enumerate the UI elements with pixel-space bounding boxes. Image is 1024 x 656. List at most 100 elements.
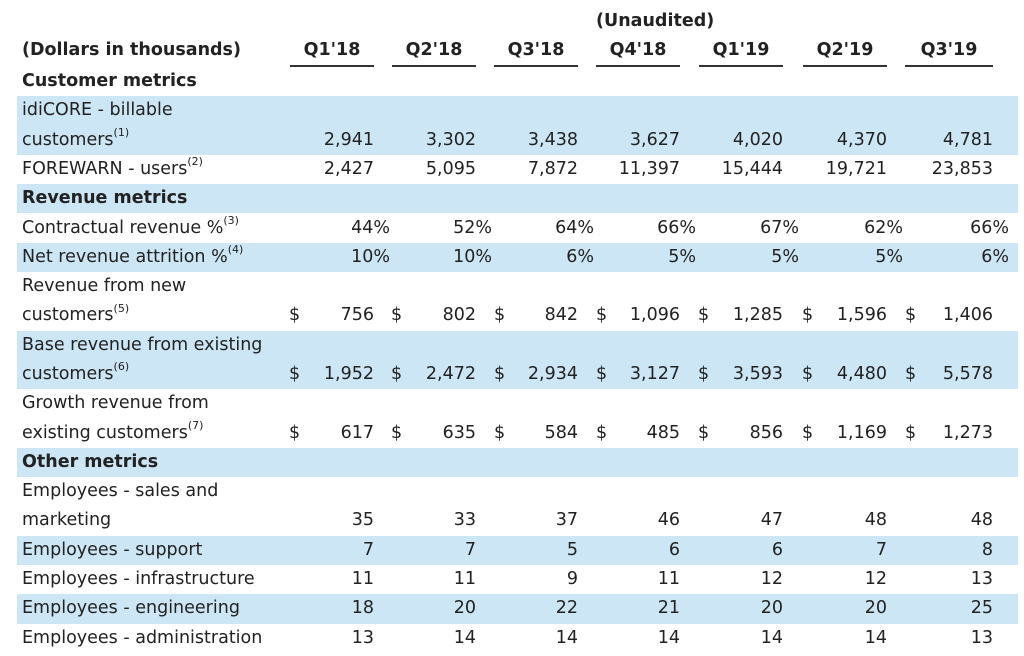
table-row: idiCORE - billable customers(1) 2,941 3,302… bbox=[17, 96, 1018, 155]
row-label: FOREWARN - users(2) bbox=[22, 155, 203, 179]
value-cell: 2,934 bbox=[527, 363, 578, 384]
currency-symbol: $ bbox=[596, 305, 608, 326]
table-row: FOREWARN - users(2) 2,427 5,095 7,872 11,397… bbox=[17, 155, 1018, 184]
value-cell: 5 bbox=[566, 539, 578, 560]
table-row: Revenue from new customers(5) $756 $802 $842… bbox=[17, 272, 1018, 331]
value-cell: 1,406 bbox=[942, 305, 993, 326]
value-cell: 1,096 bbox=[629, 305, 680, 326]
value-cell: 5,095 bbox=[425, 158, 476, 179]
footnote-marker: (4) bbox=[227, 242, 244, 256]
value-cell: 14 bbox=[555, 627, 578, 648]
table-row: Net revenue attrition %(4) 10% 10% 6% 5% 5% 5%… bbox=[17, 242, 1018, 273]
quarter-header: Q2'18 bbox=[405, 40, 463, 60]
value-cell: 1,273 bbox=[942, 422, 993, 443]
row-label: customers(6) bbox=[22, 360, 130, 384]
value-cell: 5% bbox=[668, 246, 696, 267]
value-cell: 48 bbox=[970, 510, 993, 531]
section-header-row: Other metrics bbox=[17, 447, 1018, 478]
table-row: Contractual revenue %(3) 44% 52% 64% 66% 67% 6… bbox=[17, 214, 1018, 243]
currency-symbol: $ bbox=[698, 305, 710, 326]
currency-symbol: $ bbox=[905, 422, 917, 443]
currency-symbol: $ bbox=[494, 363, 506, 384]
value-cell: 3,127 bbox=[629, 363, 680, 384]
value-cell: 4,370 bbox=[836, 129, 887, 150]
value-cell: 3,302 bbox=[425, 129, 476, 150]
row-label: customers(1) bbox=[22, 125, 130, 150]
row-label: Contractual revenue %(3) bbox=[22, 213, 239, 238]
row-label: existing customers(7) bbox=[22, 418, 204, 443]
value-cell: 4,020 bbox=[732, 129, 783, 150]
value-cell: 10% bbox=[453, 246, 492, 267]
table-row: Base revenue from existing customers(6) $1… bbox=[17, 330, 1018, 390]
value-cell: 1,952 bbox=[323, 363, 374, 384]
value-cell: 2,427 bbox=[323, 158, 374, 179]
value-cell: 7 bbox=[875, 539, 887, 560]
value-cell: 66% bbox=[657, 217, 696, 238]
value-cell: 802 bbox=[442, 305, 476, 326]
value-cell: 25 bbox=[970, 598, 993, 619]
value-cell: 842 bbox=[544, 305, 578, 326]
row-label: idiCORE - billable bbox=[22, 100, 173, 121]
currency-symbol: $ bbox=[802, 363, 814, 384]
value-cell: 2,941 bbox=[323, 129, 374, 150]
row-label: Growth revenue from bbox=[22, 393, 209, 414]
footnote-marker: (3) bbox=[223, 213, 239, 227]
value-cell: 856 bbox=[749, 422, 783, 443]
value-cell: 3,593 bbox=[732, 363, 783, 384]
value-cell: 13 bbox=[351, 627, 374, 648]
row-label: Employees - support bbox=[22, 539, 203, 560]
section-header-row: Customer metrics bbox=[17, 67, 1018, 96]
value-cell: 5% bbox=[875, 246, 903, 267]
table-row: Growth revenue from existing customers(7)… bbox=[17, 389, 1018, 448]
value-cell: 37 bbox=[555, 510, 578, 531]
section-title: Customer metrics bbox=[22, 71, 197, 91]
value-cell: 7 bbox=[362, 539, 374, 560]
value-cell: 2,472 bbox=[425, 363, 476, 384]
currency-symbol: $ bbox=[494, 305, 506, 326]
footnote-marker: (6) bbox=[113, 360, 130, 374]
quarter-header: Q2'19 bbox=[816, 40, 874, 60]
quarter-underline bbox=[699, 65, 783, 67]
value-cell: 18 bbox=[351, 598, 374, 619]
value-cell: 35 bbox=[351, 510, 374, 531]
currency-symbol: $ bbox=[289, 305, 301, 326]
currency-symbol: $ bbox=[391, 305, 403, 326]
value-cell: 756 bbox=[340, 305, 374, 326]
row-label: Employees - sales and bbox=[22, 481, 219, 502]
footnote-marker: (5) bbox=[113, 301, 130, 315]
currency-symbol: $ bbox=[596, 363, 608, 384]
value-cell: 23,853 bbox=[931, 158, 993, 179]
quarter-underline bbox=[494, 65, 578, 67]
value-cell: 11,397 bbox=[618, 158, 680, 179]
value-cell: 617 bbox=[340, 422, 374, 443]
value-cell: 33 bbox=[453, 510, 476, 531]
value-cell: 5,578 bbox=[942, 363, 993, 384]
quarter-header: Q1'19 bbox=[712, 40, 770, 60]
quarter-header: Q4'18 bbox=[609, 40, 667, 60]
currency-symbol: $ bbox=[391, 363, 403, 384]
section-header-row: Revenue metrics bbox=[17, 184, 1018, 214]
value-cell: 11 bbox=[351, 569, 374, 590]
value-cell: 7 bbox=[464, 539, 476, 560]
value-cell: 66% bbox=[970, 217, 1009, 238]
value-cell: 4,480 bbox=[836, 363, 887, 384]
value-cell: 3,438 bbox=[527, 129, 578, 150]
value-cell: 485 bbox=[646, 422, 680, 443]
value-cell: 20 bbox=[453, 598, 476, 619]
currency-symbol: $ bbox=[289, 363, 301, 384]
value-cell: 12 bbox=[864, 569, 887, 590]
value-cell: 20 bbox=[760, 598, 783, 619]
row-label: marketing bbox=[22, 510, 112, 531]
row-label: Net revenue attrition %(4) bbox=[22, 242, 244, 267]
currency-symbol: $ bbox=[698, 422, 710, 443]
quarter-underline bbox=[392, 65, 476, 67]
footnote-marker: (7) bbox=[187, 418, 204, 432]
value-cell: 3,627 bbox=[629, 129, 680, 150]
value-cell: 21 bbox=[657, 598, 680, 619]
value-cell: 1,169 bbox=[836, 422, 887, 443]
currency-symbol: $ bbox=[289, 422, 301, 443]
unaudited-label: (Unaudited) bbox=[596, 11, 715, 31]
row-label: Base revenue from existing bbox=[22, 334, 263, 355]
quarter-header: Q3'19 bbox=[920, 40, 978, 60]
value-cell: 14 bbox=[864, 627, 887, 648]
